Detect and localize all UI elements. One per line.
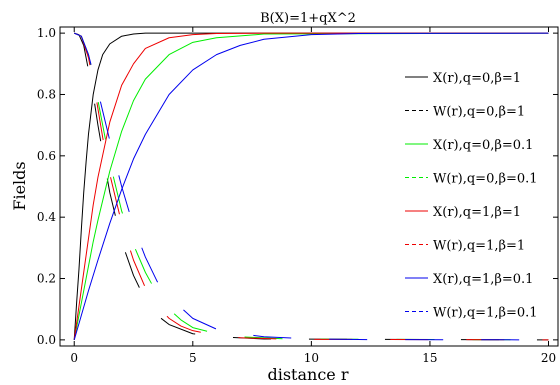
y-axis-label: Fields [10, 161, 29, 210]
y-tick-label: 1.0 [37, 26, 56, 40]
series-line-8 [74, 32, 549, 341]
legend-label-1: X(r),q=0,β=1 [433, 71, 521, 86]
y-tick-label: 0.0 [37, 333, 56, 347]
series-line-4 [74, 32, 549, 341]
series-layer [73, 32, 549, 341]
legend-label-2: W(r),q=0,β=1 [433, 105, 525, 120]
series-line-5 [73, 32, 549, 340]
legend-label-7: X(r),q=1,β=0.1 [433, 272, 533, 287]
y-tick-label: 0.6 [37, 149, 56, 163]
x-tick-label: 10 [304, 351, 319, 365]
legend-label-8: W(r),q=1,β=0.1 [433, 306, 538, 321]
x-axis-label: distance r [267, 365, 348, 384]
legend: X(r),q=0,β=1 W(r),q=0,β=1 X(r),q=0,β=0.1 W(… [405, 71, 538, 321]
legend-label-6: W(r),q=1,β=1 [433, 239, 525, 254]
axis-ticks: 0 5 10 15 20 0.0 0.2 0.4 0.6 0.8 1.0 [37, 26, 558, 365]
legend-label-5: X(r),q=1,β=1 [433, 205, 521, 220]
y-tick-label: 0.4 [37, 210, 56, 224]
y-tick-label: 0.8 [37, 87, 56, 101]
x-tick-label: 5 [189, 351, 197, 365]
series-line-2 [74, 32, 549, 341]
y-tick-label: 0.2 [37, 272, 56, 286]
x-tick-label: 20 [541, 351, 556, 365]
x-tick-label: 15 [422, 351, 437, 365]
x-tick-label: 0 [70, 351, 78, 365]
series-line-1 [73, 32, 549, 340]
series-line-3 [73, 32, 549, 340]
series-line-7 [73, 32, 549, 341]
chart-title: B(X)=1+qX^2 [260, 11, 356, 26]
legend-label-4: W(r),q=0,β=0.1 [433, 172, 538, 187]
plot-frame [59, 26, 559, 347]
legend-label-3: X(r),q=0,β=0.1 [433, 138, 533, 153]
